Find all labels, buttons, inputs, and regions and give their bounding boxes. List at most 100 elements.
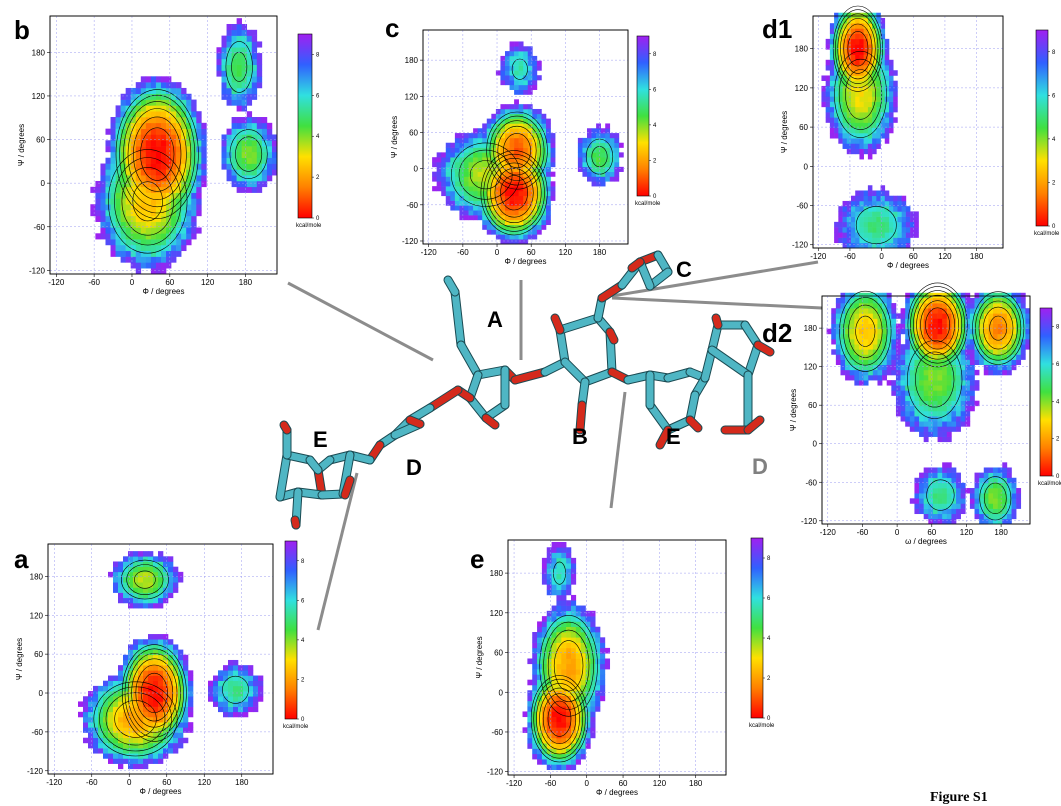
heatmap-cell [226, 93, 232, 100]
heatmap-cell [509, 147, 515, 153]
heatmap-cell [500, 137, 506, 144]
heatmap-cell [148, 732, 154, 739]
heatmap-cell [155, 99, 162, 106]
heatmap-cell [509, 205, 515, 211]
heatmap-cell [145, 140, 152, 147]
heatmap-cell [509, 46, 515, 52]
heatmap-cell [849, 344, 855, 350]
heatmap-cell [246, 186, 253, 193]
heatmap-cell [997, 513, 1003, 520]
heatmap-cell [173, 680, 179, 687]
heatmap-cell [253, 701, 259, 707]
heatmap-cell [196, 210, 202, 217]
heatmap-cell [464, 195, 469, 201]
heatmap-cell [556, 573, 562, 580]
heatmap-cell [840, 359, 846, 366]
heatmap-cell [145, 134, 152, 141]
heatmap-cell [155, 186, 162, 193]
heatmap-cell [993, 349, 998, 355]
heatmap-cell [867, 112, 873, 118]
heatmap-cell [937, 421, 943, 427]
heatmap-cell [527, 113, 533, 119]
heatmap-cell [946, 431, 952, 437]
plot-frame [507, 539, 727, 776]
heatmap-cell [223, 691, 229, 697]
heatmap-cell [897, 200, 902, 207]
heatmap-cell [974, 344, 980, 350]
heatmap-cell [951, 467, 957, 473]
heatmap-cell [988, 488, 994, 494]
heatmap-cell [115, 111, 121, 118]
heatmap-cell [905, 227, 911, 233]
heatmap-cell [585, 732, 591, 739]
heatmap-cell [997, 349, 1003, 355]
heatmap-cell [238, 680, 244, 687]
heatmap-cell [537, 759, 543, 765]
heatmap-cell [872, 132, 877, 139]
heatmap-cell [855, 65, 860, 71]
heatmap-cell [135, 239, 142, 246]
heatmap-cell [951, 410, 957, 417]
heatmap-cell [532, 753, 538, 760]
heatmap-cell [518, 166, 524, 172]
heatmap-cell [829, 101, 835, 108]
heatmap-cell [876, 75, 881, 81]
heatmap-cell [454, 166, 460, 172]
heatmap-cell [960, 493, 966, 499]
heatmap-cell [105, 186, 111, 193]
heatmap-cell [500, 200, 506, 206]
heatmap-cell [846, 237, 852, 244]
heatmap-cell [228, 665, 234, 671]
heatmap-cell [163, 582, 169, 588]
heatmap-cell [98, 722, 104, 728]
heatmap-cell [155, 82, 162, 89]
heatmap-cell [932, 400, 938, 407]
heatmap-cell [83, 727, 89, 733]
heatmap-cell [872, 237, 877, 244]
heatmap-cell [518, 195, 524, 201]
heatmap-cell [188, 685, 194, 692]
heatmap-cell [928, 313, 934, 319]
heatmap-cell [829, 33, 835, 40]
heatmap-cell [105, 163, 111, 170]
x-tick-label: -120 [810, 252, 827, 261]
heatmap-cell [191, 140, 197, 147]
heatmap-cell [133, 654, 139, 661]
heatmap-cell [979, 318, 985, 324]
heatmap-cell [125, 134, 132, 141]
heatmap-cell [587, 152, 592, 158]
heatmap-cell [872, 49, 877, 55]
heatmap-cell [556, 552, 562, 559]
heatmap-cell [241, 70, 248, 77]
y-tick-label: 180 [795, 45, 809, 54]
heatmap-cell [561, 759, 567, 765]
heatmap-cell [895, 395, 901, 401]
heatmap-cell [550, 171, 556, 177]
heatmap-cell [946, 436, 952, 443]
heatmap-cell [231, 41, 237, 48]
heatmap-cell [108, 685, 114, 692]
heatmap-cell [845, 313, 851, 319]
heatmap-cell [118, 582, 124, 588]
heatmap-cell [846, 242, 852, 249]
heatmap-cell [880, 17, 886, 24]
heatmap-cell [221, 41, 227, 48]
heatmap-cell [956, 328, 961, 335]
heatmap-cell [590, 642, 596, 649]
heatmap-cell [459, 181, 465, 187]
heatmap-cell [882, 308, 888, 314]
heatmap-cell [556, 690, 562, 696]
heatmap-cell [872, 117, 877, 123]
heatmap-cell [835, 349, 841, 355]
heatmap-cell [863, 232, 869, 238]
heatmap-cell [965, 323, 971, 330]
heatmap-cell [537, 727, 543, 733]
heatmap-cell [450, 200, 456, 206]
heatmap-cell [181, 175, 187, 182]
heatmap-cell [969, 375, 975, 381]
heatmap-cell [123, 696, 129, 702]
heatmap-cell [919, 308, 924, 314]
heatmap-cell [241, 35, 248, 42]
heatmap-cell [248, 680, 254, 687]
heatmap-cell [872, 323, 878, 330]
